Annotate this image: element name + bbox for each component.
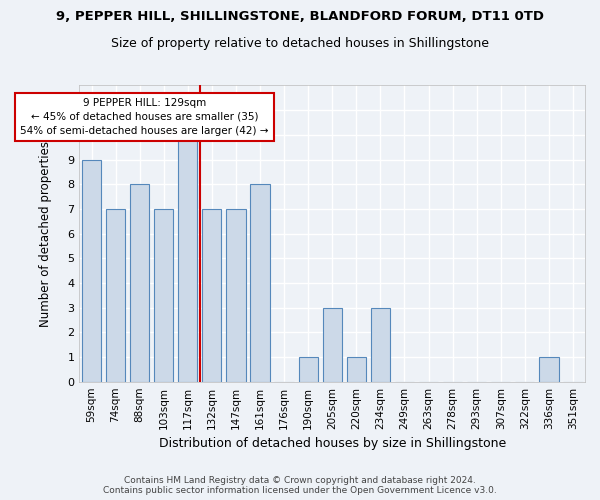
Y-axis label: Number of detached properties: Number of detached properties: [39, 140, 52, 326]
Bar: [299, 357, 318, 382]
Bar: [347, 357, 366, 382]
Bar: [226, 209, 245, 382]
Text: 9, PEPPER HILL, SHILLINGSTONE, BLANDFORD FORUM, DT11 0TD: 9, PEPPER HILL, SHILLINGSTONE, BLANDFORD…: [56, 10, 544, 23]
Bar: [323, 308, 342, 382]
Bar: [178, 135, 197, 382]
Bar: [202, 209, 221, 382]
Text: Contains HM Land Registry data © Crown copyright and database right 2024.
Contai: Contains HM Land Registry data © Crown c…: [103, 476, 497, 495]
Bar: [539, 357, 559, 382]
Text: Size of property relative to detached houses in Shillingstone: Size of property relative to detached ho…: [111, 38, 489, 51]
Bar: [106, 209, 125, 382]
Bar: [82, 160, 101, 382]
Bar: [371, 308, 390, 382]
Bar: [154, 209, 173, 382]
Bar: [250, 184, 269, 382]
Text: 9 PEPPER HILL: 129sqm
← 45% of detached houses are smaller (35)
54% of semi-deta: 9 PEPPER HILL: 129sqm ← 45% of detached …: [20, 98, 269, 136]
X-axis label: Distribution of detached houses by size in Shillingstone: Distribution of detached houses by size …: [158, 437, 506, 450]
Bar: [130, 184, 149, 382]
